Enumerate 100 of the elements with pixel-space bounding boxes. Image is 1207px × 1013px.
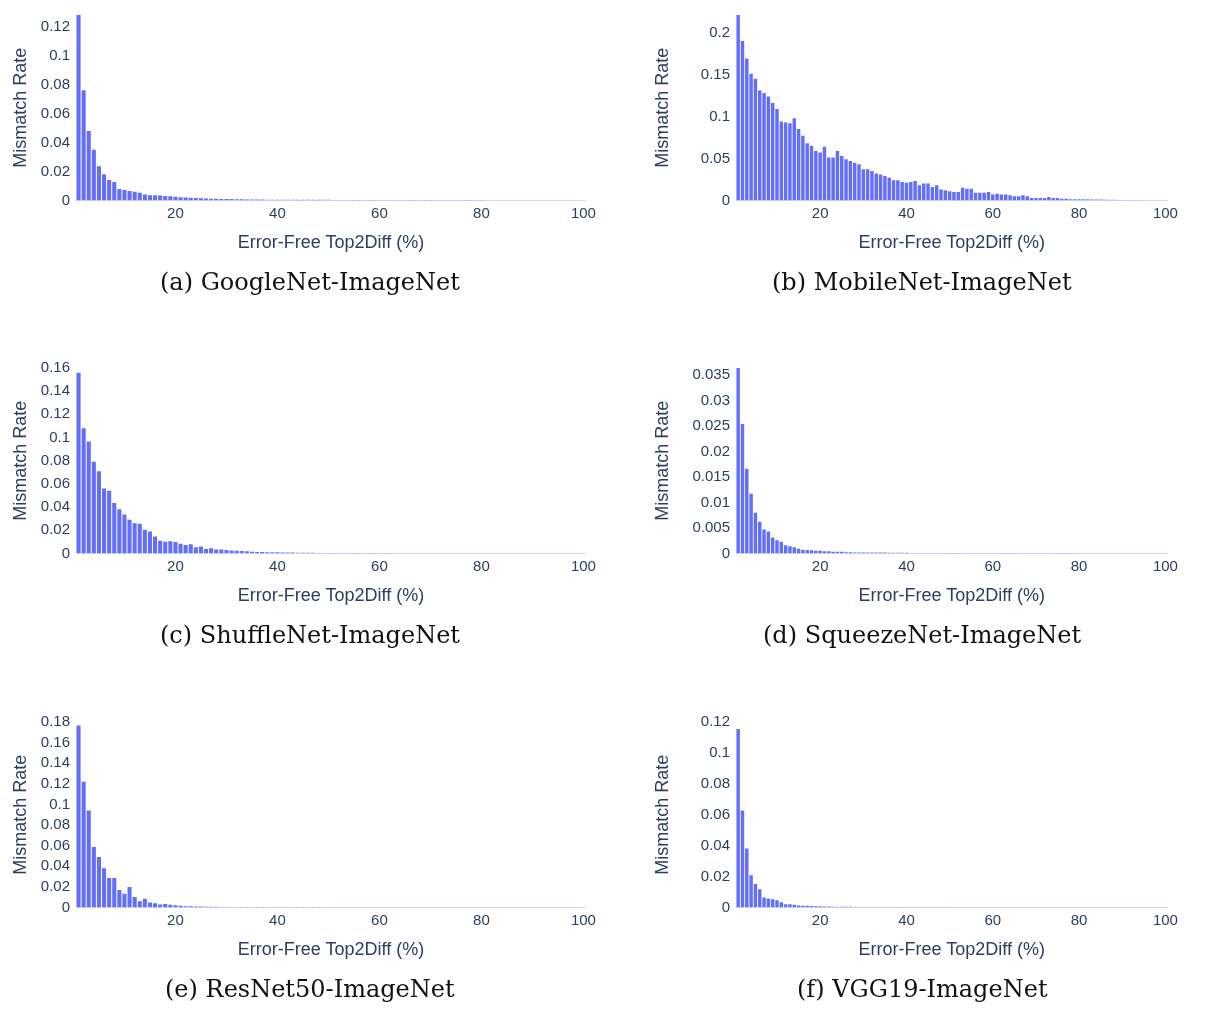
x-tick-label: 100 bbox=[570, 203, 596, 221]
x-tick-label: 40 bbox=[898, 203, 915, 221]
y-tick-label: 0.02 bbox=[40, 161, 70, 179]
y-axis-title: Mismatch Rate bbox=[651, 47, 672, 168]
y-tick-label: 0.005 bbox=[692, 518, 730, 536]
y-tick-label: 0.02 bbox=[40, 876, 70, 894]
y-tick-label: 0.1 bbox=[49, 427, 70, 445]
x-axis-title: Error-Free Top2Diff (%) bbox=[237, 939, 425, 960]
bar bbox=[736, 15, 740, 201]
bar bbox=[805, 550, 809, 554]
bar bbox=[909, 181, 913, 201]
x-tick-label: 40 bbox=[898, 556, 915, 574]
x-tick-label: 60 bbox=[984, 910, 1002, 928]
bar bbox=[995, 193, 999, 201]
bar bbox=[775, 540, 779, 554]
y-axis-title: Mismatch Rate bbox=[651, 754, 672, 875]
x-tick-label: 60 bbox=[371, 556, 388, 574]
y-tick-label: 0.015 bbox=[692, 467, 730, 485]
y-tick-label: 0 bbox=[721, 543, 730, 561]
y-tick-label: 0.04 bbox=[700, 835, 730, 853]
x-axis-title: Error-Free Top2Diff (%) bbox=[858, 585, 1045, 606]
x-tick-label: 100 bbox=[1152, 556, 1178, 574]
y-tick-label: 0.04 bbox=[40, 497, 70, 515]
bar bbox=[926, 183, 930, 201]
x-tick-label: 20 bbox=[167, 910, 184, 928]
y-axis-title: Mismatch Rate bbox=[9, 754, 30, 875]
x-tick-label: 60 bbox=[371, 910, 388, 928]
x-tick-label: 40 bbox=[269, 910, 286, 928]
y-axis-title: Mismatch Rate bbox=[9, 400, 30, 521]
y-tick-label: 0.04 bbox=[40, 132, 70, 150]
bar bbox=[1008, 195, 1012, 201]
y-tick-label: 0.14 bbox=[40, 753, 70, 771]
bar bbox=[900, 181, 904, 201]
bar bbox=[736, 368, 740, 554]
y-tick-label: 0.12 bbox=[40, 773, 70, 791]
y-tick-label: 0.06 bbox=[700, 804, 730, 822]
y-tick-label: 0.1 bbox=[49, 45, 70, 63]
x-axis-title: Error-Free Top2Diff (%) bbox=[858, 232, 1045, 253]
bar bbox=[870, 171, 874, 201]
text: (f) VGG19-ImageNet bbox=[797, 975, 1048, 1003]
y-tick-label: 0.18 bbox=[40, 712, 70, 730]
text: (e) ResNet50-ImageNet bbox=[165, 975, 455, 1003]
bar bbox=[1047, 197, 1051, 201]
bar bbox=[775, 900, 779, 908]
y-tick-label: 0.02 bbox=[40, 520, 70, 538]
x-tick-label: 20 bbox=[167, 203, 184, 221]
y-tick-label: 0 bbox=[61, 897, 70, 915]
text: (b) MobileNet-ImageNet bbox=[772, 268, 1072, 296]
x-tick-label: 20 bbox=[811, 910, 829, 928]
bar bbox=[844, 159, 848, 201]
x-axis-title: Error-Free Top2Diff (%) bbox=[237, 232, 425, 253]
y-tick-label: 0 bbox=[61, 543, 70, 561]
bar bbox=[991, 194, 995, 201]
x-tick-label: 100 bbox=[570, 910, 596, 928]
y-axis-title: Mismatch Rate bbox=[651, 400, 672, 521]
bar bbox=[762, 93, 766, 201]
bar bbox=[883, 176, 887, 201]
x-axis-title: Error-Free Top2Diff (%) bbox=[858, 939, 1045, 960]
y-tick-label: 0.02 bbox=[700, 866, 730, 884]
y-tick-label: 0.16 bbox=[40, 732, 70, 750]
y-tick-label: 0.12 bbox=[40, 16, 70, 34]
text: (a) GoogleNet-ImageNet bbox=[160, 268, 460, 296]
bar bbox=[857, 164, 861, 201]
bar bbox=[887, 177, 891, 201]
x-tick-label: 100 bbox=[1152, 203, 1178, 221]
bar bbox=[952, 192, 956, 201]
y-tick-label: 0.06 bbox=[40, 103, 70, 121]
y-tick-label: 0.1 bbox=[49, 794, 70, 812]
y-tick-label: 0.1 bbox=[709, 106, 730, 124]
y-axis-title: Mismatch Rate bbox=[9, 47, 30, 168]
y-tick-label: 0 bbox=[721, 190, 730, 208]
x-tick-label: 80 bbox=[473, 203, 490, 221]
y-tick-label: 0.01 bbox=[700, 492, 730, 510]
bar bbox=[814, 150, 818, 201]
y-tick-label: 0 bbox=[721, 897, 730, 915]
x-tick-label: 20 bbox=[811, 203, 829, 221]
bar bbox=[827, 551, 831, 554]
bar bbox=[978, 192, 982, 201]
y-tick-label: 0.06 bbox=[40, 474, 70, 492]
x-tick-label: 80 bbox=[1070, 556, 1088, 574]
x-tick-label: 60 bbox=[984, 203, 1002, 221]
bar bbox=[736, 729, 740, 908]
bar bbox=[913, 181, 917, 201]
x-tick-label: 100 bbox=[570, 556, 596, 574]
y-tick-label: 0.16 bbox=[40, 358, 70, 376]
x-tick-label: 20 bbox=[811, 556, 829, 574]
y-tick-label: 0.08 bbox=[40, 450, 70, 468]
x-tick-label: 20 bbox=[167, 556, 184, 574]
bar bbox=[1021, 195, 1025, 201]
y-tick-label: 0.08 bbox=[40, 74, 70, 92]
x-tick-label: 100 bbox=[1152, 910, 1178, 928]
x-tick-label: 80 bbox=[1070, 203, 1088, 221]
y-tick-label: 0.025 bbox=[692, 416, 730, 434]
x-tick-label: 60 bbox=[984, 556, 1002, 574]
text: (c) ShuffleNet-ImageNet bbox=[160, 621, 460, 649]
bar bbox=[801, 549, 805, 554]
bar bbox=[965, 188, 969, 201]
text: (d) SqueezeNet-ImageNet bbox=[763, 621, 1082, 649]
y-tick-label: 0.14 bbox=[40, 381, 70, 399]
x-axis-title: Error-Free Top2Diff (%) bbox=[237, 585, 425, 606]
